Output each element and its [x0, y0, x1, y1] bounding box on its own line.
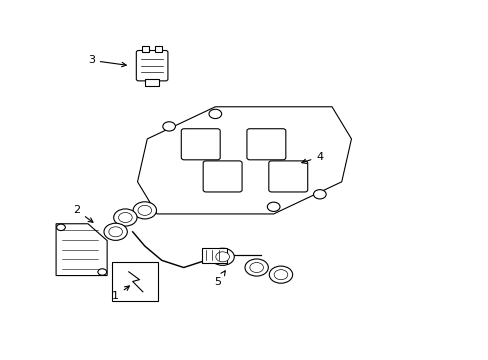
Circle shape [267, 202, 280, 211]
Text: 4: 4 [301, 152, 323, 163]
FancyBboxPatch shape [181, 129, 220, 160]
Circle shape [210, 248, 234, 265]
Circle shape [244, 259, 268, 276]
FancyBboxPatch shape [202, 248, 227, 263]
Text: 5: 5 [214, 271, 225, 287]
FancyBboxPatch shape [112, 262, 158, 301]
Circle shape [104, 223, 127, 240]
Circle shape [313, 190, 325, 199]
Circle shape [208, 109, 221, 118]
Circle shape [114, 209, 137, 226]
Circle shape [57, 224, 65, 230]
Circle shape [249, 262, 263, 273]
Circle shape [98, 269, 106, 275]
Circle shape [138, 205, 151, 215]
Polygon shape [56, 224, 107, 275]
Text: 2: 2 [73, 205, 93, 222]
Circle shape [133, 202, 156, 219]
FancyBboxPatch shape [246, 129, 285, 160]
FancyBboxPatch shape [268, 161, 307, 192]
Circle shape [215, 252, 229, 262]
Text: 3: 3 [88, 55, 126, 67]
Polygon shape [137, 107, 351, 214]
Bar [155, 46, 162, 52]
Circle shape [118, 212, 132, 222]
Circle shape [269, 266, 292, 283]
FancyBboxPatch shape [136, 50, 167, 81]
Text: 1: 1 [112, 286, 129, 301]
FancyBboxPatch shape [203, 161, 242, 192]
Circle shape [274, 270, 287, 280]
Circle shape [109, 227, 122, 237]
Bar [142, 46, 148, 52]
Bar [145, 79, 159, 86]
Circle shape [163, 122, 175, 131]
